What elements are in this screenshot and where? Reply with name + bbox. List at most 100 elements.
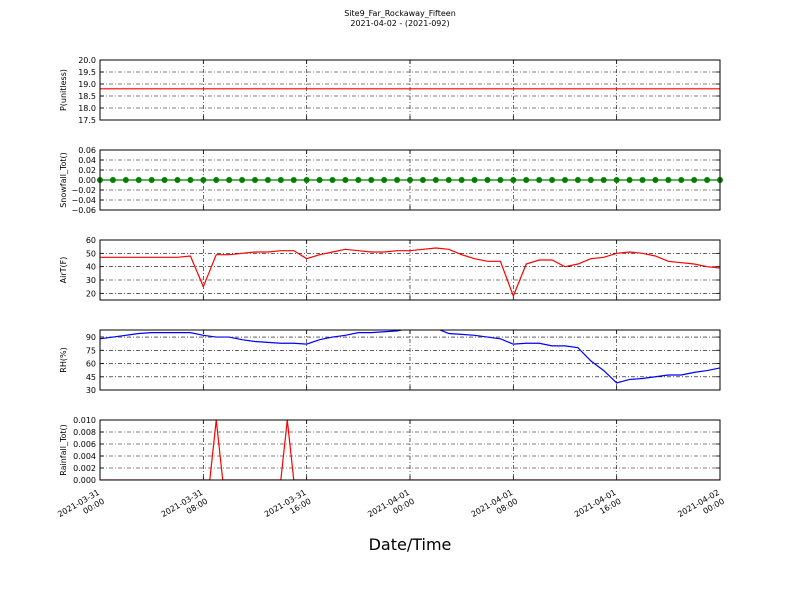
data-point: [187, 177, 194, 183]
data-point: [161, 177, 168, 183]
y-tick-label: 19.0: [78, 80, 96, 89]
data-point: [264, 177, 271, 183]
data-point: [445, 177, 452, 183]
data-point: [704, 177, 711, 183]
y-tick-label: 45: [86, 373, 96, 382]
y-tick-label: 60: [86, 360, 96, 369]
data-point: [678, 177, 685, 183]
data-point: [122, 177, 129, 183]
y-tick-label: 0.000: [73, 476, 96, 485]
y-tick-label: 30: [86, 386, 96, 395]
y-tick-label: 0.006: [73, 440, 96, 449]
y-tick-label: 18.0: [78, 104, 96, 113]
data-point: [497, 177, 504, 183]
y-tick-label: 60: [86, 236, 96, 245]
y-tick-label: 20: [86, 289, 96, 298]
data-line: [100, 247, 720, 298]
data-point: [652, 177, 659, 183]
x-axis-label: Date/Time: [369, 535, 452, 554]
data-point: [639, 177, 646, 183]
y-tick-label: 90: [86, 333, 96, 342]
data-point: [691, 177, 698, 183]
data-point: [368, 177, 375, 183]
x-tick-label: 2021-04-0108:00: [470, 488, 520, 528]
data-point: [148, 177, 155, 183]
data-point: [109, 177, 116, 183]
data-point: [484, 177, 491, 183]
y-tick-label: −0.04: [71, 196, 96, 205]
data-point: [665, 177, 672, 183]
plot-frame: [99, 59, 721, 121]
data-point: [549, 177, 556, 183]
data-point: [407, 177, 413, 183]
x-tick-label: 2021-03-3108:00: [160, 488, 210, 528]
y-tick-label: 40: [86, 263, 96, 272]
y-axis-label: P(unitless): [59, 69, 68, 111]
y-axis-label: Rainfall_Tot(): [59, 424, 68, 476]
x-tick-label: 2021-03-3100:00: [56, 488, 106, 528]
x-tick-label: 2021-03-3116:00: [263, 488, 313, 528]
plot-frame: [99, 239, 721, 301]
data-point: [458, 177, 465, 183]
data-point: [226, 177, 233, 183]
y-tick-label: 0.002: [73, 464, 96, 473]
data-point: [277, 177, 284, 183]
data-point: [342, 177, 349, 183]
data-point: [381, 177, 388, 183]
data-line: [100, 420, 720, 480]
data-point: [200, 177, 207, 183]
data-point: [329, 177, 336, 183]
y-tick-label: 75: [86, 346, 96, 355]
y-tick-label: 0.00: [78, 176, 96, 185]
y-tick-label: −0.06: [71, 206, 96, 215]
data-point: [355, 177, 362, 183]
data-point: [562, 177, 568, 183]
data-line: [100, 330, 720, 384]
y-tick-label: −0.02: [71, 186, 96, 195]
data-point: [536, 177, 543, 183]
y-tick-label: 0.06: [78, 146, 96, 155]
data-point: [419, 177, 426, 183]
y-tick-label: 0.008: [73, 428, 96, 437]
data-point: [613, 177, 620, 183]
subtitle: 2021-04-02 - (2021-092): [350, 19, 449, 28]
data-point: [574, 177, 581, 183]
y-tick-label: 17.5: [78, 116, 96, 125]
x-tick-label: 2021-04-0100:00: [366, 488, 416, 528]
data-point: [587, 177, 594, 183]
x-tick-label: 2021-04-0200:00: [676, 488, 726, 528]
plot-frame: [99, 329, 721, 391]
y-tick-label: 50: [86, 249, 96, 258]
y-tick-label: 0.010: [73, 416, 96, 425]
y-tick-label: 20.0: [78, 56, 96, 65]
data-point: [252, 177, 258, 183]
data-point: [303, 177, 310, 183]
y-axis-label: AirT(F): [59, 257, 68, 284]
data-point: [316, 177, 323, 183]
data-point: [471, 177, 478, 183]
y-tick-label: 30: [86, 276, 96, 285]
title: Site9_Far_Rockaway_Fifteen: [344, 9, 456, 18]
data-point: [394, 177, 401, 183]
y-tick-label: 0.004: [73, 452, 96, 461]
data-point: [432, 177, 439, 183]
y-tick-label: 0.04: [78, 156, 96, 165]
data-point: [239, 177, 246, 183]
y-tick-label: 19.5: [78, 68, 96, 77]
data-point: [174, 177, 181, 183]
x-tick-label: 2021-04-0116:00: [573, 488, 623, 528]
y-axis-label: RH(%): [59, 347, 68, 372]
data-point: [510, 177, 517, 183]
plot-frame: [99, 419, 721, 481]
data-point: [135, 177, 142, 183]
data-point: [290, 177, 297, 183]
data-point: [523, 177, 530, 183]
data-point: [626, 177, 633, 183]
data-point: [600, 177, 607, 183]
y-tick-label: 18.5: [78, 92, 96, 101]
y-tick-label: 0.02: [78, 166, 96, 175]
data-point: [213, 177, 220, 183]
y-axis-label: Snowfall_Tot(): [59, 152, 68, 208]
plot-frame: [99, 149, 721, 211]
